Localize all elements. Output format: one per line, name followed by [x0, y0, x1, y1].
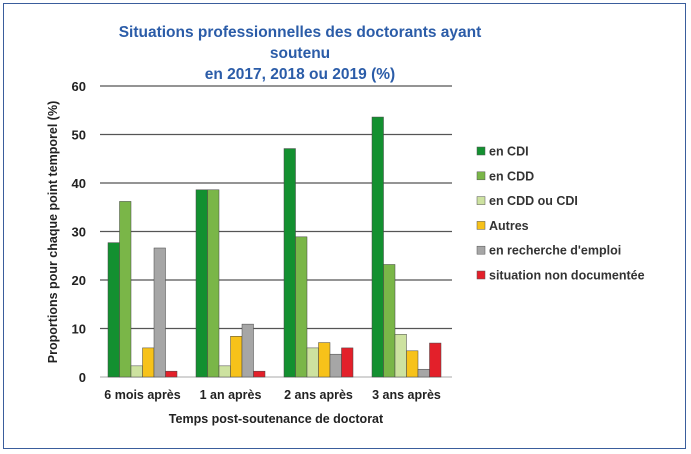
- x-tick-label: 1 an après: [200, 388, 262, 402]
- x-tick-label: 2 ans après: [284, 388, 353, 402]
- y-tick-label: 10: [72, 322, 86, 337]
- legend-label: en CDD: [489, 169, 534, 183]
- chart-title-line-2: en 2017, 2018 ou 2019 (%): [204, 66, 396, 83]
- legend-label: en CDD ou CDI: [489, 194, 578, 208]
- bar: [218, 365, 231, 378]
- y-tick-label: 20: [72, 273, 86, 288]
- bar: [153, 247, 166, 378]
- bar: [406, 350, 419, 378]
- bar: [195, 189, 208, 378]
- bar: [119, 201, 132, 378]
- chart-title: Situations professionnelles des doctoran…: [90, 22, 510, 85]
- bar: [142, 347, 155, 378]
- x-tick-label: 3 ans après: [372, 388, 441, 402]
- bar: [371, 116, 384, 378]
- y-tick-label: 50: [72, 128, 86, 143]
- bar: [165, 370, 178, 378]
- bar: [318, 342, 331, 378]
- bar: [429, 342, 442, 378]
- bar: [253, 370, 266, 378]
- bar: [130, 365, 143, 378]
- legend-swatch: [476, 196, 486, 205]
- y-tick-label: 30: [72, 225, 86, 240]
- chart-title-line-1: Situations professionnelles des doctoran…: [118, 24, 482, 62]
- bar: [283, 148, 296, 378]
- bar: [306, 347, 319, 378]
- legend-label: situation non documentée: [489, 269, 645, 283]
- bar: [107, 242, 120, 378]
- legend-swatch: [476, 171, 486, 181]
- bar: [241, 323, 254, 378]
- x-axis-label: Temps post-soutenance de doctorat: [169, 412, 384, 426]
- legend-label: en recherche d'emploi: [489, 244, 621, 258]
- legend-swatch: [476, 221, 486, 230]
- chart-frame: [3, 3, 686, 449]
- bar: [417, 368, 430, 378]
- legend-swatch: [476, 146, 486, 156]
- y-tick-label: 0: [79, 370, 86, 385]
- y-axis-label: Proportions pour chaque point temporel (…: [46, 101, 60, 364]
- bar: [394, 334, 407, 378]
- bar: [207, 189, 220, 378]
- legend-label: Autres: [489, 219, 529, 233]
- bar: [295, 236, 308, 378]
- legend-swatch: [476, 270, 486, 280]
- bar: [341, 347, 354, 378]
- bar: [383, 264, 396, 378]
- y-tick-label: 40: [72, 176, 86, 191]
- bar: [329, 353, 342, 378]
- x-tick-label: 6 mois après: [104, 388, 180, 402]
- legend-label: en CDI: [489, 145, 529, 159]
- legend-swatch: [476, 245, 486, 255]
- bar: [230, 336, 243, 378]
- y-tick-label: 60: [72, 79, 86, 94]
